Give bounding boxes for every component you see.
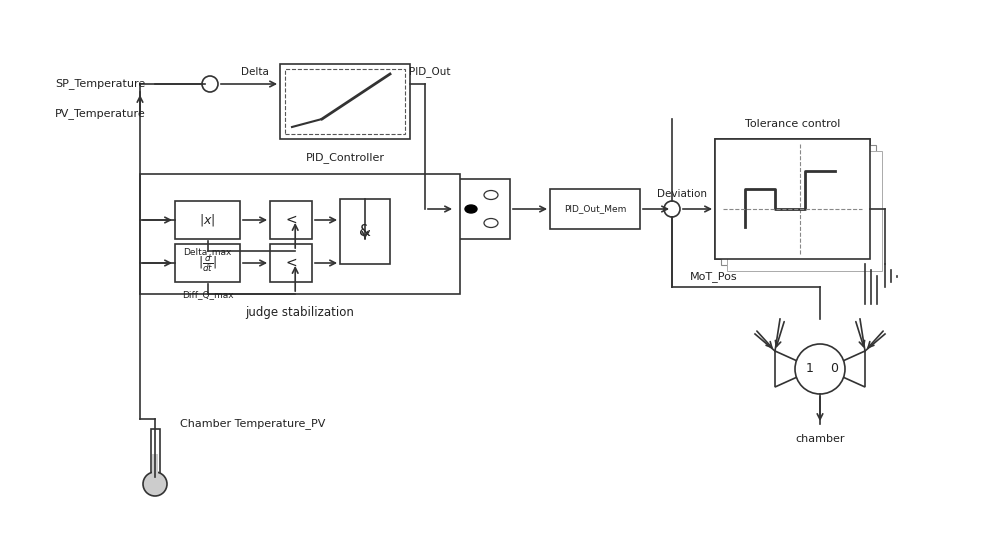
Polygon shape [775, 351, 815, 387]
Text: <: < [285, 213, 297, 227]
Text: Deviation: Deviation [657, 189, 707, 199]
Circle shape [202, 76, 218, 92]
Text: 1: 1 [806, 362, 814, 376]
Text: &: & [359, 224, 371, 239]
Bar [715, 139, 870, 259]
Text: chamber: chamber [795, 434, 845, 444]
Bar [152, 454, 158, 484]
Text: SP_Temperature: SP_Temperature [55, 79, 145, 89]
Bar [285, 69, 405, 134]
Bar [175, 201, 240, 239]
Text: Chamber Temperature_PV: Chamber Temperature_PV [180, 418, 325, 429]
Circle shape [664, 201, 680, 217]
Bar [727, 151, 882, 271]
Text: Delta: Delta [241, 67, 269, 77]
Bar [140, 174, 460, 294]
Text: $|\frac{d}{dt}|$: $|\frac{d}{dt}|$ [198, 252, 217, 274]
Bar [550, 189, 640, 229]
Text: Delta_max: Delta_max [183, 247, 232, 256]
Polygon shape [825, 351, 865, 387]
Text: PV_Temperature: PV_Temperature [55, 109, 146, 120]
Circle shape [143, 472, 167, 496]
Ellipse shape [484, 219, 498, 227]
Ellipse shape [465, 205, 477, 213]
Bar [150, 429, 160, 484]
Bar [270, 244, 312, 282]
Text: $|x|$: $|x|$ [199, 212, 216, 228]
Bar [175, 244, 240, 282]
Text: PID_Out: PID_Out [409, 66, 451, 77]
Bar [715, 139, 870, 259]
Bar [721, 145, 876, 265]
Text: PID_Out_Mem: PID_Out_Mem [564, 204, 626, 214]
Bar [280, 64, 410, 139]
Text: Tolerance control: Tolerance control [745, 119, 840, 129]
Text: 0: 0 [830, 362, 838, 376]
Text: judge stabilization: judge stabilization [246, 306, 354, 319]
Text: Diff_Q_max: Diff_Q_max [182, 290, 233, 299]
Bar [270, 201, 312, 239]
Text: PID_Controller: PID_Controller [306, 152, 384, 163]
Bar [455, 179, 510, 239]
Bar [340, 199, 390, 264]
Text: <: < [285, 256, 297, 270]
Circle shape [795, 344, 845, 394]
Ellipse shape [484, 191, 498, 199]
Text: MoT_Pos: MoT_Pos [690, 272, 738, 282]
